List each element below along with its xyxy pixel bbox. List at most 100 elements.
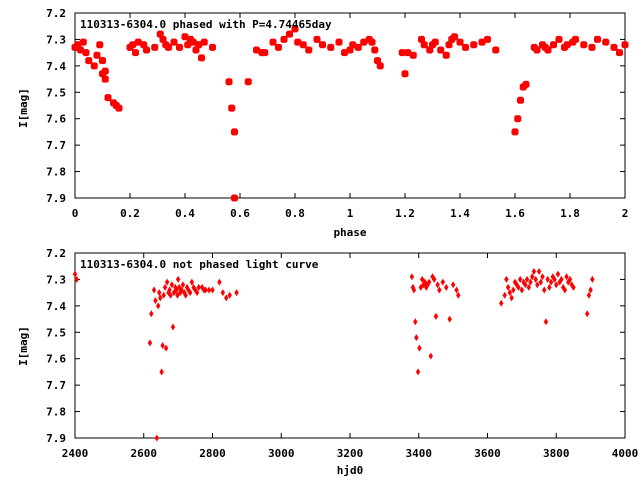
unphased-data-point [428,352,433,360]
phased-y-tick-label: 7.2 [46,7,66,20]
phased-x-tick-label: 0.8 [285,207,305,220]
unphased-data-point [171,289,177,297]
unphased-data-point [456,291,461,299]
phased-data-point [550,41,557,49]
phased-data-point [594,35,601,43]
phased-x-tick-label: 0.6 [230,207,250,220]
unphased-data-point [507,289,513,297]
unphased-chart-title: 110313-6304.0 not phased light curve [80,258,319,271]
phased-data-point [572,35,579,43]
unphased-data-point [199,283,205,291]
phased-data-point [616,49,623,57]
phased-data-point [286,30,293,38]
phased-data-point [354,43,362,51]
phased-data-point [522,80,530,88]
unphased-data-point [153,297,158,305]
phased-data-point [143,46,150,54]
unphased-data-point [414,334,419,342]
unphased-data-point [433,312,439,320]
phased-x-tick-label: 2 [622,207,629,220]
unphased-data-point [540,273,545,281]
unphased-data-point [536,268,542,275]
phased-data-point [184,41,192,49]
unphased-data-point [149,310,154,318]
unphased-data-point [175,275,181,283]
phased-data-point [181,33,189,41]
unphased-data-point [545,275,550,283]
phased-data-point [426,46,434,54]
phased-plot-frame [74,12,626,199]
phased-y-axis-label: I[mag] [17,88,30,128]
phased-data-point [156,30,164,38]
unphased-data-point [186,286,191,294]
phased-data-point [192,46,200,54]
unphased-data-point [562,286,568,294]
unphased-y-tick-label: 7.3 [46,273,66,286]
phased-data-point [253,46,260,54]
phased-data-point [431,38,439,46]
unphased-data-point [147,339,153,347]
unphased-data-point [554,281,559,289]
unphased-data-point [547,283,552,291]
phased-data-point [101,67,109,75]
unphased-x-tick-label: 2600 [131,447,158,460]
phased-data-point [305,46,313,54]
unphased-data-point [526,283,531,291]
unphased-data-point [517,275,523,283]
unphased-data-point [571,283,576,291]
unphased-data-points [72,268,595,442]
unphased-y-ticks: 7.2 7.3 7.4 7.5 7.6 7.7 7.8 7.9 [46,247,625,445]
unphased-x-tick-label: 2800 [199,447,226,460]
unphased-y-tick-label: 7.9 [46,432,66,445]
unphased-data-point [588,286,593,294]
phased-data-point [478,38,486,46]
unphased-data-point [586,291,592,299]
phased-data-point [376,62,384,70]
phased-y-tick-label: 7.3 [46,33,66,46]
phased-data-point [456,38,464,46]
unphased-data-point [182,289,187,297]
unphased-data-point [516,283,521,291]
unphased-data-point [227,291,232,299]
unphased-data-point [161,291,166,299]
unphased-data-point [177,289,183,297]
phased-data-point [244,78,252,86]
phased-data-point [398,49,406,57]
unphased-data-point [184,283,190,291]
phased-data-point [602,38,610,46]
phased-x-tick-label: 0.4 [175,207,195,220]
unphased-data-point [538,278,543,286]
unphased-data-point [447,315,452,323]
phased-data-point [621,41,629,49]
phased-data-point [198,54,205,62]
phased-data-point [445,41,453,49]
unphased-data-point [187,289,193,297]
unphased-data-point [543,318,549,326]
phased-data-point [319,41,326,49]
phased-data-point [580,41,588,49]
phased-x-tick-label: 1.2 [395,207,415,220]
unphased-data-point [176,283,182,291]
phased-data-point [470,41,478,49]
unphased-plot-frame [74,252,626,439]
phased-data-point [374,57,381,65]
unphased-x-ticks: 2400 2600 2800 3000 3200 3400 3600 3800 4000 [62,253,638,460]
phased-data-point [228,104,236,112]
unphased-data-point [174,286,179,294]
phased-data-point [77,46,84,54]
phased-data-points [71,25,629,202]
unphased-x-axis-label: hjd0 [337,464,364,477]
phased-y-tick-label: 7.8 [46,166,66,179]
unphased-data-point [72,270,78,278]
unphased-data-point [426,278,432,286]
phased-data-point [129,41,137,49]
unphased-data-point [435,281,440,289]
unphased-data-point [454,286,459,294]
phased-data-point [104,94,112,102]
unphased-data-point [162,283,168,291]
phased-data-point [418,35,425,43]
phased-data-point [176,43,183,51]
phased-data-point [437,46,445,54]
phased-data-point [420,41,428,49]
phased-data-point [170,38,178,46]
